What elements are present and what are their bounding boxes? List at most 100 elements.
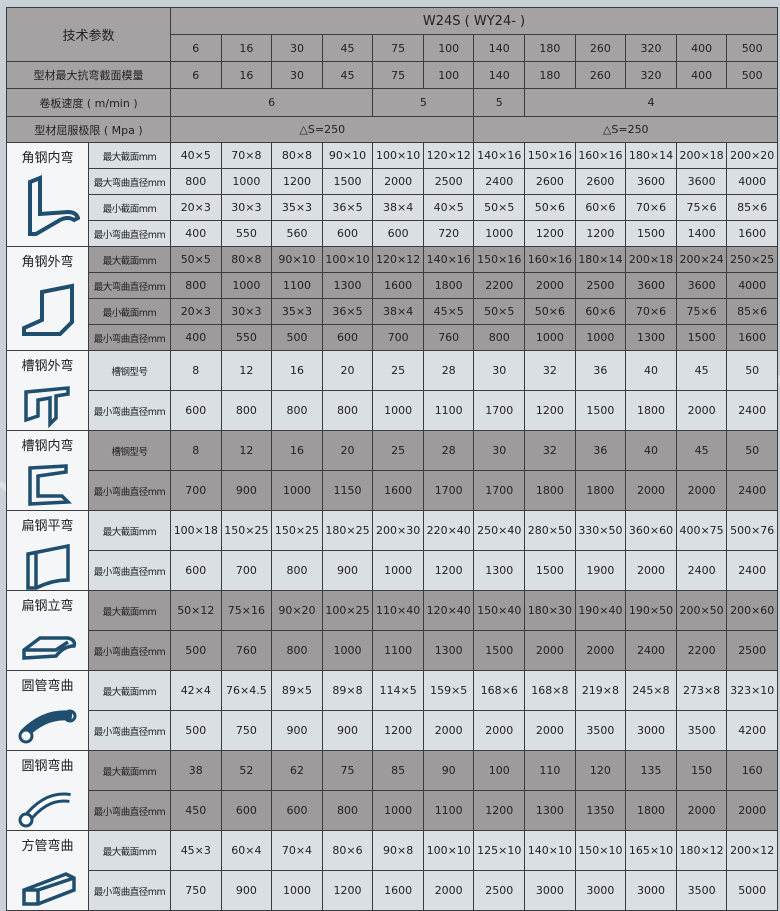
row-label: 最大截面mm: [87, 590, 172, 631]
cell-value: 200×50: [675, 590, 728, 631]
cell-value: 1800: [422, 272, 475, 299]
cell-value: 2600: [574, 168, 627, 195]
cell-value: 200×18: [625, 246, 677, 273]
cell-value: 2000: [372, 168, 424, 195]
cell-value: 25: [372, 350, 424, 391]
cell-value: 8: [170, 430, 222, 471]
cell-value: 800: [170, 168, 222, 195]
cell-value: 36: [574, 350, 627, 391]
row-label: 槽钢型号: [87, 430, 172, 471]
cell-value: 1500: [625, 220, 677, 247]
cell-value: 38×4: [372, 298, 424, 325]
cell-value: 200×30: [372, 510, 424, 551]
cell-value: 1350: [574, 790, 627, 831]
yield-value: △S=250: [170, 116, 475, 143]
section-round-tube: 圆管弯曲: [6, 670, 89, 751]
spec-table: 技术参数 W24S ( WY24- ) 6 16 30 45 75 100 140 180 26…: [5, 7, 778, 911]
cell-value: 120×40: [422, 590, 475, 631]
row-label: 最小截面mm: [87, 298, 172, 325]
section-angle-inner: 角钢内弯: [6, 142, 89, 247]
cell-value: 140×16: [473, 142, 526, 169]
cell-value: 1200: [574, 220, 627, 247]
cell-value: 2500: [473, 870, 526, 911]
cell-value: 250×40: [473, 510, 526, 551]
cell-value: 1200: [524, 390, 576, 431]
cell-value: 1000: [372, 390, 424, 431]
section-label: 扁钢平弯: [21, 519, 74, 534]
cell-value: 1700: [422, 470, 475, 511]
cell-value: 160×16: [574, 142, 627, 169]
modulus-value: 45: [321, 61, 374, 89]
cell-value: 2000: [574, 630, 627, 671]
cell-value: 114×5: [372, 670, 424, 711]
cell-value: 800: [271, 630, 323, 671]
cell-value: 3000: [625, 710, 677, 751]
cell-value: 45: [675, 430, 728, 471]
model-number: 140: [473, 34, 526, 62]
table-row: 最小弯曲直径mm 400 550 500 600 700 760 800 1000 1000 130…: [7, 324, 778, 351]
cell-value: 3000: [524, 870, 576, 911]
cell-value: 2000: [524, 710, 576, 751]
modulus-label: 型材最大抗弯截面模量: [5, 61, 172, 89]
cell-value: 3600: [675, 168, 728, 195]
cell-value: 45×5: [422, 298, 475, 325]
row-label: 最大截面mm: [87, 670, 172, 711]
cell-value: 70×4: [271, 830, 323, 871]
cell-value: 800: [321, 790, 374, 831]
cell-value: 3000: [574, 870, 627, 911]
cell-value: 50×6: [524, 194, 576, 221]
cell-value: 75×6: [675, 194, 728, 221]
cell-value: 5000: [726, 870, 778, 911]
cell-value: 1200: [321, 870, 374, 911]
cell-value: 160×16: [524, 246, 576, 273]
cell-value: 1300: [524, 790, 576, 831]
section-label: 方管弯曲: [21, 839, 74, 854]
cell-value: 250×25: [726, 246, 778, 273]
table-row: 圆管弯曲 最大截面mm 42×4 76×4.5 89×5 89×8 114×5 159×5 16…: [6, 670, 778, 751]
cell-value: 400: [170, 324, 222, 351]
cell-value: 1100: [271, 272, 323, 299]
row-label: 最大截面mm: [87, 750, 172, 791]
cell-value: 75: [321, 750, 374, 791]
table-title: 技术参数: [5, 7, 172, 62]
section-flat-bar-flat: 扁钢平弯: [6, 510, 89, 591]
cell-value: 135: [625, 750, 677, 791]
cell-value: 1800: [625, 790, 677, 831]
cell-value: 1500: [574, 390, 627, 431]
cell-value: 180×14: [625, 142, 677, 169]
cell-value: 600: [271, 790, 323, 831]
table-row: 最小弯曲直径mm 600 800 800 800 1000 1100 1700 1200 1500…: [7, 390, 778, 431]
cell-value: 150×10: [574, 830, 627, 871]
row-label: 最大截面mm: [87, 510, 172, 551]
cell-value: 110×40: [372, 590, 424, 631]
table-row: 最小截面mm 20×3 30×3 35×3 36×5 38×4 45×5 50×5 50×6 60…: [7, 298, 778, 325]
row-label: 最大弯曲直径mm: [87, 272, 172, 299]
cell-value: 100×18: [170, 510, 222, 551]
flat-bar-edge-icon: [21, 636, 76, 660]
cell-value: 3500: [675, 870, 728, 911]
cell-value: 2000: [675, 790, 728, 831]
modulus-value: 260: [574, 61, 627, 89]
cell-value: 2000: [625, 550, 677, 591]
cell-value: 80×8: [271, 142, 323, 169]
table-row: 角钢内弯 最大截面mm 40×5 70×8 80×8 90×10 100×10 120×12 1…: [6, 142, 778, 247]
cell-value: 1200: [473, 790, 526, 831]
cell-value: 500: [170, 630, 222, 671]
cell-value: 1000: [271, 470, 323, 511]
model-number: 100: [422, 34, 475, 62]
cell-value: 1300: [473, 550, 526, 591]
cell-value: 190×50: [625, 590, 677, 631]
cell-value: 600: [170, 390, 222, 431]
speed-value: 4: [524, 88, 778, 117]
cell-value: 1500: [675, 324, 728, 351]
cell-value: 400: [170, 220, 222, 247]
cell-value: 900: [321, 710, 374, 751]
cell-value: 360×60: [625, 510, 677, 551]
cell-value: 2000: [422, 870, 475, 911]
cell-value: 800: [473, 324, 526, 351]
cell-value: 35×3: [271, 298, 323, 325]
cell-value: 50×12: [170, 590, 222, 631]
cell-value: 800: [271, 390, 323, 431]
cell-value: 28: [422, 350, 475, 391]
model-number: 260: [574, 34, 627, 62]
